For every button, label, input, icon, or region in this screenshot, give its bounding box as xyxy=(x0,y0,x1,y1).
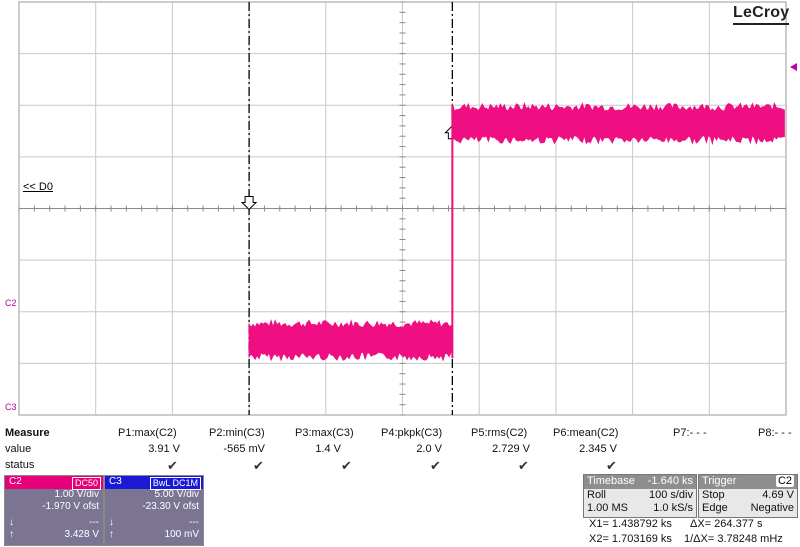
p3-status-check-icon: ✔ xyxy=(341,458,352,473)
trigger-title: Trigger xyxy=(702,475,737,487)
c3-panel-header: C3 BwL DC1M xyxy=(105,476,203,490)
param-p8-name[interactable]: P8:- - - xyxy=(758,427,792,439)
cursor-inv-delta-x: 1/ΔX= 3.78248 mHz xyxy=(684,533,783,545)
timebase-rate: 1.0 kS/s xyxy=(653,502,693,514)
param-p6-value: 2.345 V xyxy=(579,443,617,455)
c2-channel-panel[interactable]: C2 DC50 1.00 V/div -1.970 V ofst ↓ --- ↑ 3… xyxy=(4,475,104,546)
timebase-delay: -1.640 ks xyxy=(647,475,693,487)
param-p6-name[interactable]: P6:mean(C2) xyxy=(553,427,619,439)
timebase-title: Timebase xyxy=(587,475,635,487)
c3-offset: -23.30 V ofst xyxy=(142,501,199,512)
p5-status-check-icon: ✔ xyxy=(518,458,529,473)
c2-coupling-badge: DC50 xyxy=(71,477,101,490)
trigger-panel[interactable]: Trigger C2 Stop 4.69 V Edge Negative xyxy=(698,474,798,518)
param-p7-name[interactable]: P7:- - - xyxy=(673,427,707,439)
measure-value-row: value 3.91 V -565 mV 1.4 V 2.0 V 2.729 V… xyxy=(0,442,800,458)
trigger-slope: Negative xyxy=(750,502,794,514)
c3-channel-panel[interactable]: C3 BwL DC1M 5.00 V/div -23.30 V ofst ↓ --… xyxy=(104,475,204,546)
cursor-x1: X1= 1.438792 ks xyxy=(589,518,672,530)
c3-up-value: 100 mV xyxy=(164,529,199,540)
c2-scale: 1.00 V/div xyxy=(54,489,99,500)
param-p1-name[interactable]: P1:max(C2) xyxy=(118,427,177,439)
timebase-panel[interactable]: Timebase -1.640 ks Roll 100 s/div 1.00 MS… xyxy=(583,474,697,518)
measure-title: Measure xyxy=(5,427,50,439)
param-p5-name[interactable]: P5:rms(C2) xyxy=(471,427,528,439)
waveform-trace xyxy=(451,101,785,146)
c3-scale: 5.00 V/div xyxy=(154,489,199,500)
up-arrow-icon: ↑ xyxy=(109,529,114,540)
param-p5-value: 2.729 V xyxy=(492,443,530,455)
trigger-state: Stop xyxy=(702,489,725,501)
c2-offset: -1.970 V ofst xyxy=(42,501,99,512)
trigger-header: Trigger C2 xyxy=(699,475,797,489)
cursor-x1-arrow-icon xyxy=(240,196,258,211)
param-p4-name[interactable]: P4:pkpk(C3) xyxy=(381,427,443,439)
down-arrow-icon: ↓ xyxy=(9,517,14,528)
c2-down-value: --- xyxy=(89,517,99,528)
param-p3-value: 1.4 V xyxy=(315,443,341,455)
timebase-header: Timebase -1.640 ks xyxy=(584,475,696,489)
measure-table: Measure P1:max(C2) P2:min(C3) P3:max(C3)… xyxy=(0,426,800,474)
c2-panel-header: C2 DC50 xyxy=(5,476,103,490)
c2-panel-label: C2 xyxy=(9,476,22,487)
waveform-trace xyxy=(248,318,452,362)
cursor-readout: X1= 1.438792 ks ΔX= 264.377 s X2= 1.7031… xyxy=(0,517,800,547)
trigger-level-marker[interactable] xyxy=(790,63,797,71)
cursor-x2: X2= 1.703169 ks xyxy=(589,533,672,545)
trigger-channel-badge: C2 xyxy=(775,475,794,487)
param-p1-value: 3.91 V xyxy=(148,443,180,455)
trigger-type: Edge xyxy=(702,502,728,514)
c3-ground-label[interactable]: C3 xyxy=(5,402,17,412)
param-p4-value: 2.0 V xyxy=(416,443,442,455)
trigger-level: 4.69 V xyxy=(762,489,794,501)
timebase-samples: 1.00 MS xyxy=(587,502,628,514)
c3-coupling-badge: BwL DC1M xyxy=(149,477,201,490)
brand-logo: LeCroy xyxy=(733,4,789,25)
param-p3-name[interactable]: P3:max(C3) xyxy=(295,427,354,439)
c3-down-value: --- xyxy=(189,517,199,528)
p6-status-check-icon: ✔ xyxy=(606,458,617,473)
timebase-mode: Roll xyxy=(587,489,606,501)
timebase-tdiv: 100 s/div xyxy=(648,489,693,501)
cursor-delta-x: ΔX= 264.377 s xyxy=(690,518,763,530)
c3-panel-label: C3 xyxy=(109,476,122,487)
p4-status-check-icon: ✔ xyxy=(430,458,441,473)
c2-up-value: 3.428 V xyxy=(64,529,99,540)
p2-status-check-icon: ✔ xyxy=(253,458,264,473)
param-p2-value: -565 mV xyxy=(223,443,265,455)
p1-status-check-icon: ✔ xyxy=(167,458,178,473)
down-arrow-icon: ↓ xyxy=(109,517,114,528)
measure-status-row: status ✔ ✔ ✔ ✔ ✔ ✔ xyxy=(0,458,800,474)
measure-header-row: Measure P1:max(C2) P2:min(C3) P3:max(C3)… xyxy=(0,426,800,442)
param-p2-name[interactable]: P2:min(C3) xyxy=(209,427,265,439)
waveform-display[interactable] xyxy=(0,0,800,426)
reference-label: << D0 xyxy=(23,181,53,193)
status-row-label: status xyxy=(5,459,35,471)
up-arrow-icon: ↑ xyxy=(9,529,14,540)
value-row-label: value xyxy=(5,443,32,455)
c2-ground-label[interactable]: C2 xyxy=(5,298,17,308)
